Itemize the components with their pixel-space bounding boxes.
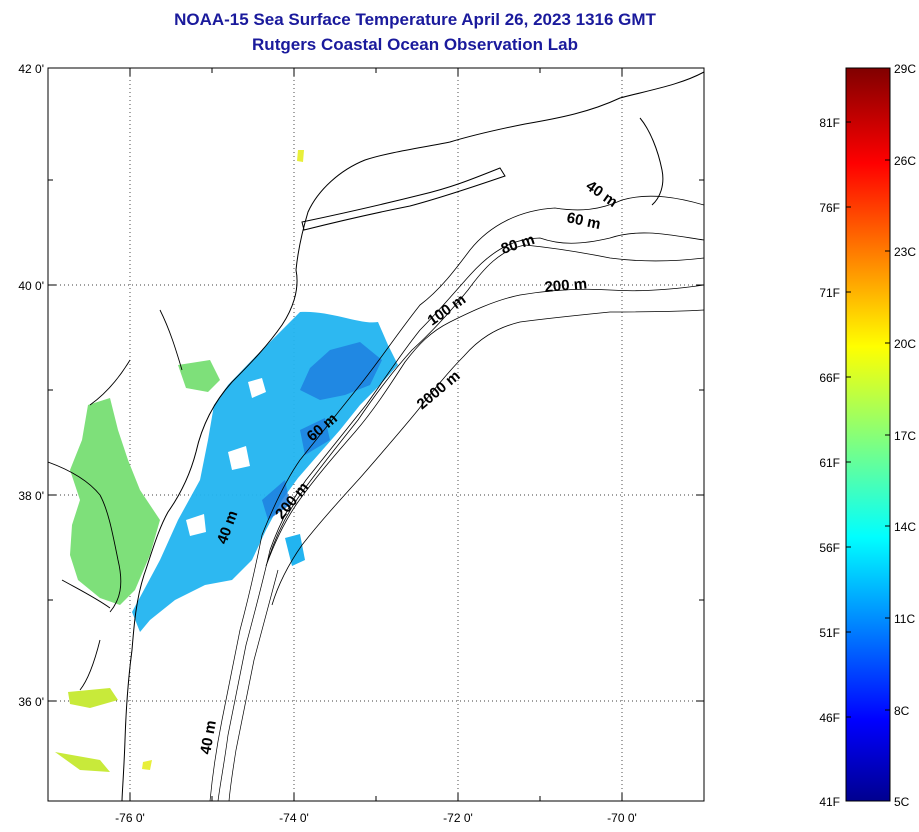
map-title: NOAA-15 Sea Surface Temperature April 26… <box>174 10 656 29</box>
colorbar <box>845 67 891 802</box>
bathymetry-contours <box>261 195 704 606</box>
chesapeake-shoreline <box>48 309 183 691</box>
lon-label-74: -74 0' <box>279 811 309 825</box>
sst-cold-patches <box>262 342 382 520</box>
lat-label-38: 38 0' <box>18 489 44 503</box>
lat-label-40: 40 0' <box>18 279 44 293</box>
colorbar-ticks <box>846 121 890 718</box>
sst-chesapeake-bay <box>70 398 160 605</box>
contour-label-200m-north: 200 m <box>544 275 588 296</box>
long-island <box>301 167 506 231</box>
colorbar-f-71: 71F <box>819 286 840 300</box>
colorbar-c-5: 5C <box>894 795 910 809</box>
colorbar-f-61: 61F <box>819 456 840 470</box>
sst-pamlico-sound <box>55 688 118 772</box>
lon-label-76: -76 0' <box>115 811 145 825</box>
colorbar-c-20: 20C <box>894 337 916 351</box>
colorbar-c-17: 17C <box>894 429 916 443</box>
coastline <box>121 71 704 801</box>
sst-cloud-gaps <box>186 378 266 536</box>
contour-label-40m-south: 40 m <box>197 719 220 756</box>
colorbar-f-51: 51F <box>819 626 840 640</box>
colorbar-f-76: 76F <box>819 201 840 215</box>
colorbar-c-23: 23C <box>894 245 916 259</box>
colorbar-c-26: 26C <box>894 154 916 168</box>
lon-label-70: -70 0' <box>607 811 637 825</box>
colorbar-c-29: 29C <box>894 62 916 76</box>
colorbar-c-8: 8C <box>894 704 910 718</box>
sst-offshore-patch <box>285 534 305 566</box>
frame-ticks <box>48 68 704 801</box>
contour-label-60m-north: 60 m <box>565 209 602 233</box>
lat-label-36: 36 0' <box>18 695 44 709</box>
colorbar-f-81: 81F <box>819 116 840 130</box>
colorbar-f-66: 66F <box>819 371 840 385</box>
cape-cod <box>639 117 664 206</box>
graticule <box>48 68 704 801</box>
colorbar-f-41: 41F <box>819 795 840 809</box>
colorbar-f-56: 56F <box>819 541 840 555</box>
sst-delaware-bay <box>178 360 220 392</box>
colorbar-f-46: 46F <box>819 711 840 725</box>
lon-label-72: -72 0' <box>443 811 473 825</box>
shelf-contours-south <box>209 534 279 801</box>
lat-label-42: 42 0' <box>18 62 44 76</box>
colorbar-c-11: 11C <box>894 612 915 626</box>
map-frame <box>47 67 705 802</box>
map-subtitle: Rutgers Coastal Ocean Observation Lab <box>252 35 578 54</box>
colorbar-c-14: 14C <box>894 520 916 534</box>
